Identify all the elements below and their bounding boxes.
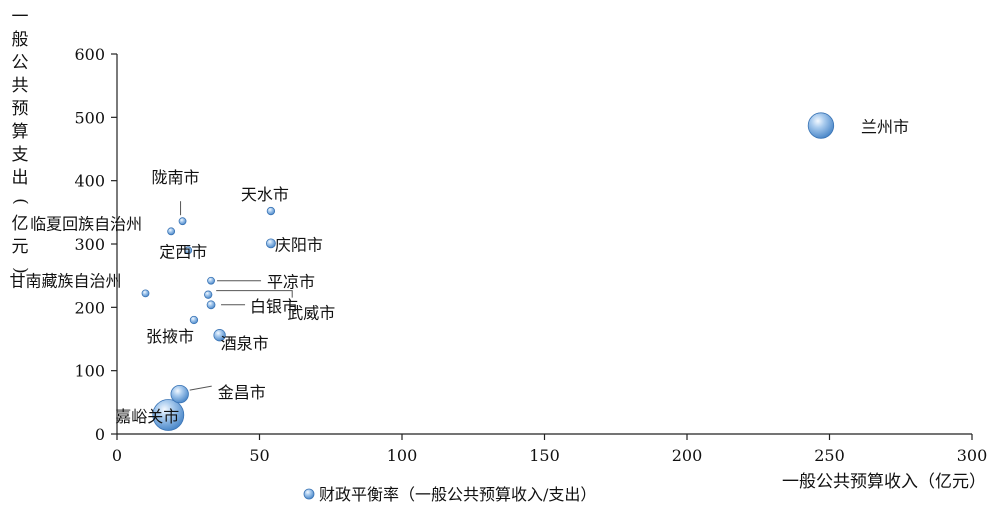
bubble-point [206, 300, 216, 310]
x-tick-label: 100 [387, 446, 418, 465]
y-tick-label: 400 [74, 172, 105, 191]
x-tick-label: 200 [672, 446, 703, 465]
y-tick-label: 200 [74, 298, 105, 317]
bubble-point [152, 399, 185, 431]
bubble-point [207, 276, 215, 285]
data-label: 陇南市 [152, 168, 200, 187]
data-label: 定西市 [159, 242, 207, 261]
data-label: 兰州市 [861, 118, 909, 137]
bubble-point [167, 227, 176, 236]
data-label: 嘉峪关市 [115, 407, 179, 426]
y-axis-title: 一般公共预算支出(亿元) [10, 7, 31, 274]
y-tick-label: 0 [95, 425, 105, 444]
data-label: 武威市 [287, 304, 335, 323]
y-tick-label: 100 [74, 362, 105, 381]
y-tick-label: 500 [74, 108, 105, 127]
legend-marker [303, 488, 315, 500]
bubble-point [213, 329, 226, 342]
bubble-point [266, 206, 276, 216]
data-label: 金昌市 [218, 383, 266, 402]
bubble-point [189, 315, 199, 325]
x-axis-title: 一般公共预算收入（亿元） [782, 472, 986, 492]
bubble-point [184, 246, 193, 255]
bubble-point [807, 112, 835, 139]
legend-label: 财政平衡率（一般公共预算收入/支出） [319, 485, 596, 504]
data-label: 庆阳市 [275, 235, 323, 254]
data-label: 张掖市 [146, 327, 194, 346]
x-tick-label: 0 [112, 446, 122, 465]
y-tick-label: 300 [74, 235, 105, 254]
bubble-point [170, 384, 189, 404]
x-tick-label: 150 [529, 446, 560, 465]
data-label: 酒泉市 [221, 334, 269, 353]
bubble-point [141, 289, 150, 298]
y-tick-label: 600 [74, 45, 105, 64]
x-tick-label: 50 [249, 446, 269, 465]
leader-line [216, 290, 293, 298]
data-label: 平凉市 [267, 273, 315, 292]
leader-line [189, 385, 212, 391]
bubble-point [178, 217, 187, 226]
data-label: 天水市 [241, 185, 289, 204]
data-label: 甘南藏族自治州 [10, 271, 122, 290]
data-label: 白银市 [250, 297, 298, 316]
x-tick-label: 300 [957, 446, 988, 465]
bubble-point [265, 238, 276, 249]
x-tick-label: 250 [814, 446, 845, 465]
bubble-point [204, 290, 213, 299]
data-label: 临夏回族自治州 [30, 214, 142, 233]
